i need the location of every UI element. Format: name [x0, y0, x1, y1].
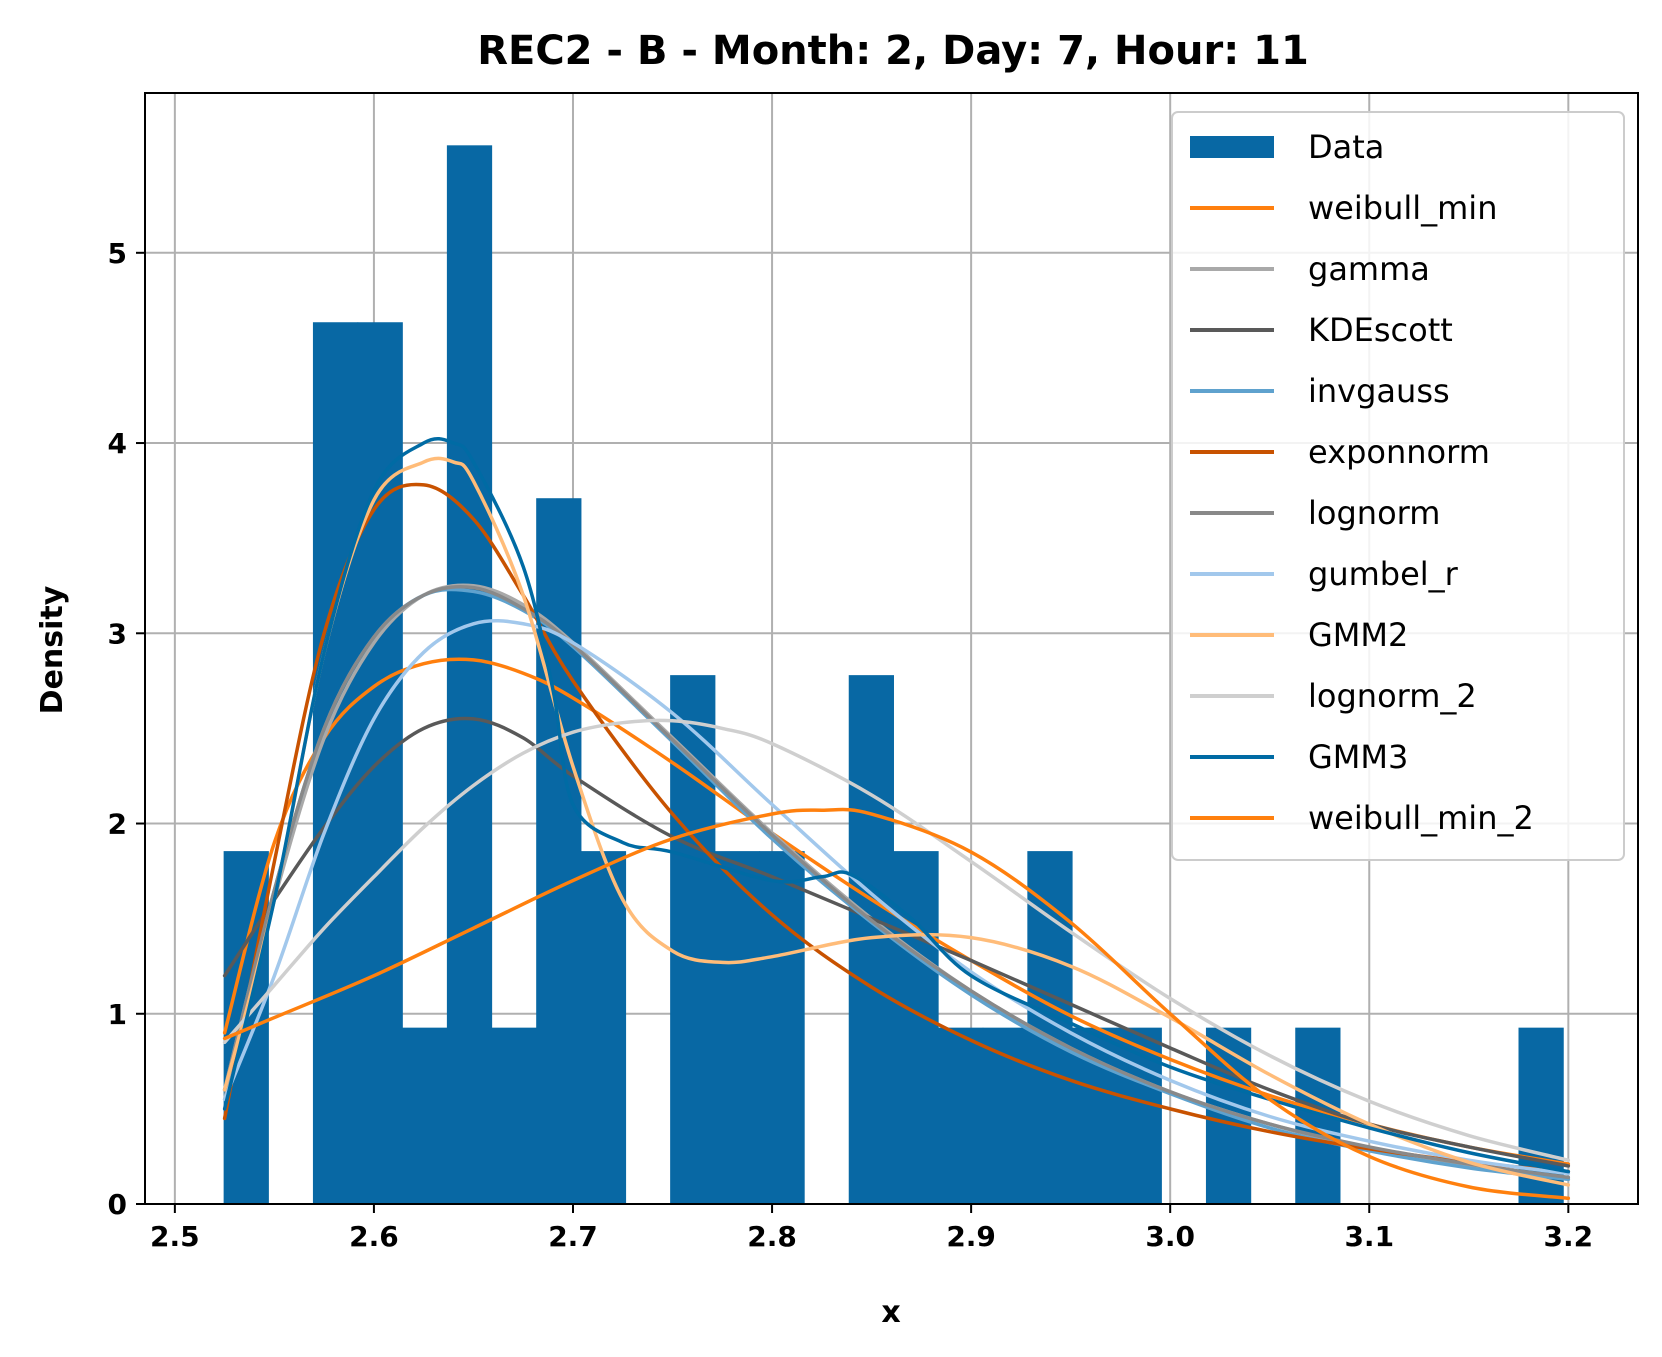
series-line-lognorm_2: [222, 718, 1571, 1162]
series-line-KDEscott: [222, 716, 1571, 1168]
histogram-bar: [1116, 1027, 1162, 1204]
y-tick-label: 1: [108, 998, 127, 1031]
series-line-weibull_min_2: [222, 807, 1571, 1201]
x-tick-label: 2.5: [150, 1220, 200, 1253]
y-tick-label: 3: [108, 617, 127, 650]
histogram-bar: [670, 675, 716, 1204]
y-tick-label: 5: [108, 237, 127, 270]
y-tick-label: 4: [108, 427, 127, 460]
legend-label: GMM2: [1308, 616, 1408, 654]
histogram-bars: [223, 145, 1564, 1205]
histogram-bar: [938, 1027, 984, 1204]
series-line-gumbel_r: [222, 619, 1571, 1176]
y-axis-ticks: 0 1 2 3 4 5: [108, 237, 145, 1221]
legend-label: weibull_min_2: [1308, 799, 1534, 837]
histogram-bar: [402, 1027, 448, 1204]
x-tick-label: 3.0: [1145, 1220, 1195, 1253]
histogram-bar: [714, 851, 761, 1204]
x-tick-label: 2.7: [548, 1220, 598, 1253]
legend-label: exponnorm: [1308, 433, 1490, 471]
legend-label: lognorm_2: [1308, 677, 1477, 715]
x-tick-label: 3.2: [1544, 1220, 1594, 1253]
legend-label: gumbel_r: [1308, 555, 1459, 593]
legend-label: KDEscott: [1308, 311, 1453, 349]
histogram-bar: [536, 498, 582, 1205]
histogram-bar: [759, 851, 805, 1204]
legend-swatch: [1190, 136, 1274, 158]
x-axis-ticks: 2.5 2.6 2.7 2.8 2.9 3.0 3.1 3.2: [150, 1204, 1593, 1253]
fit-curves: [222, 436, 1571, 1201]
y-axis-label: Density: [35, 585, 70, 714]
series-line-exponnorm: [222, 482, 1571, 1174]
legend-label: invgauss: [1308, 372, 1450, 410]
histogram-bar: [491, 1027, 537, 1204]
histogram-bar: [893, 851, 939, 1204]
legend-label: Data: [1308, 128, 1384, 166]
y-tick-label: 0: [108, 1188, 127, 1221]
legend-label: weibull_min: [1308, 189, 1497, 227]
legend-label: GMM3: [1308, 738, 1408, 776]
legend-label: lognorm: [1308, 494, 1440, 532]
histogram-bar: [580, 851, 627, 1204]
x-tick-label: 2.8: [747, 1220, 797, 1253]
legend-label: gamma: [1308, 250, 1430, 288]
x-tick-label: 2.9: [946, 1220, 996, 1253]
y-tick-label: 2: [108, 808, 127, 841]
histogram-bar: [446, 145, 493, 1204]
x-axis-label: x: [881, 1295, 900, 1330]
series-line-lognorm: [222, 584, 1571, 1180]
chart-title: REC2 - B - Month: 2, Day: 7, Hour: 11: [477, 28, 1309, 74]
legend-box: [1171, 111, 1625, 861]
x-tick-label: 3.1: [1344, 1220, 1394, 1253]
histogram-bar: [312, 322, 359, 1204]
plot-frame: [144, 92, 1639, 1205]
x-tick-label: 2.6: [349, 1220, 399, 1253]
histogram-bar: [357, 322, 403, 1204]
